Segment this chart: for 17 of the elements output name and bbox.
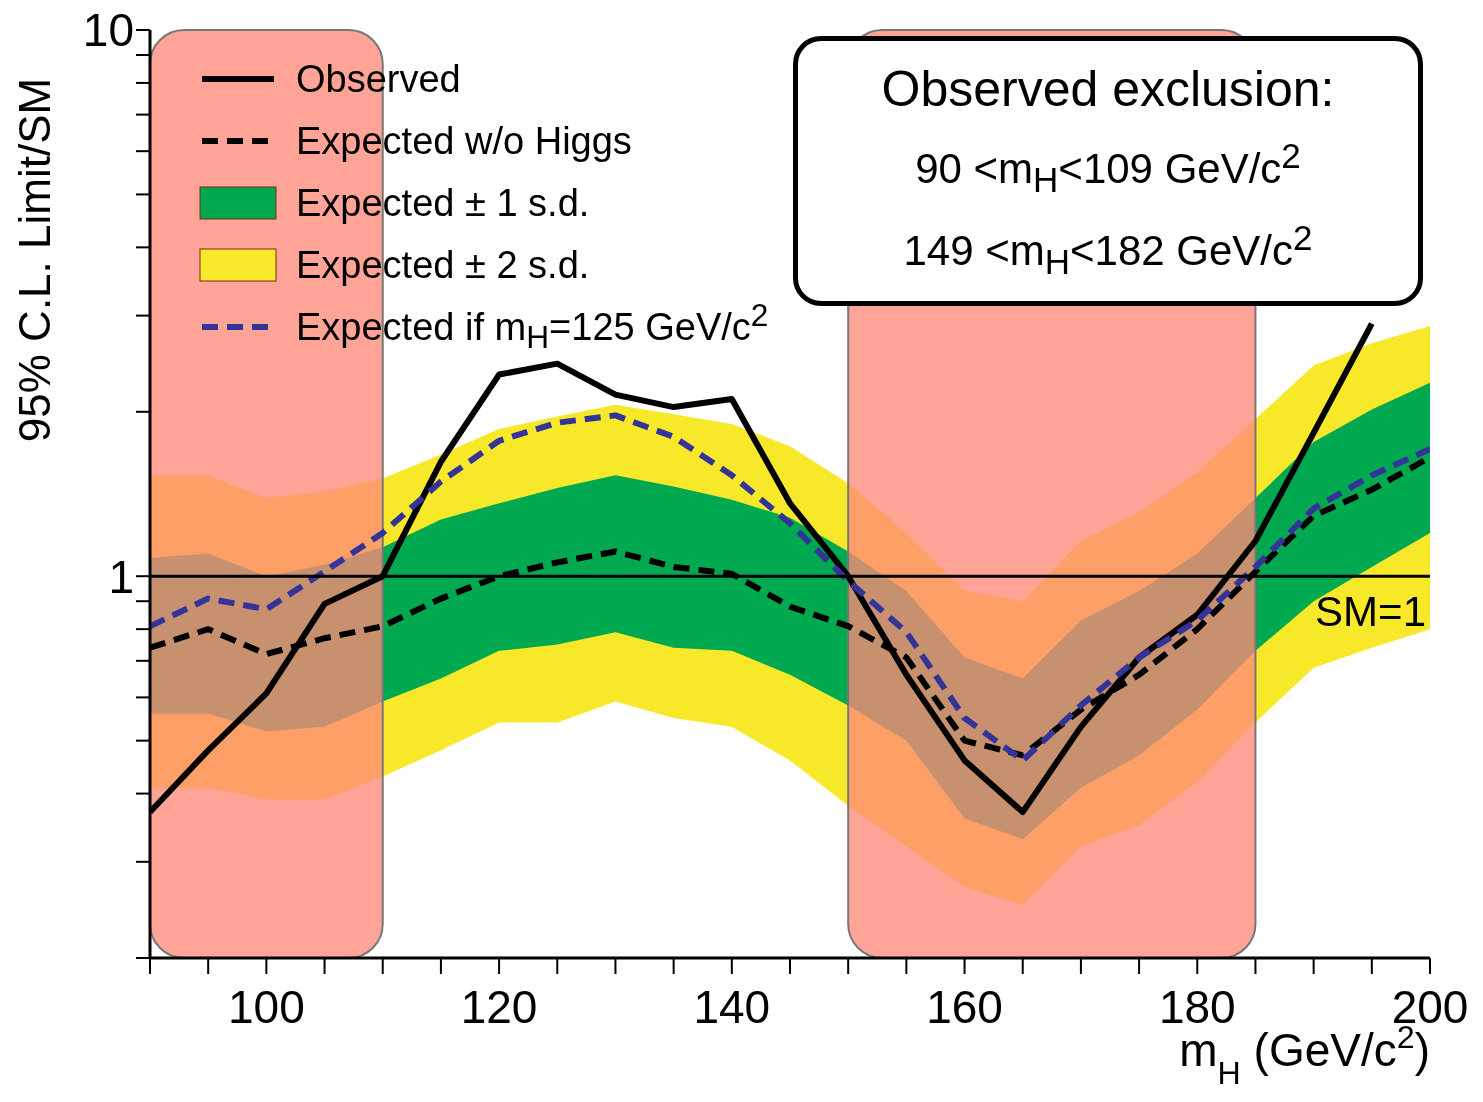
x-tick-label: 140: [693, 980, 771, 1033]
annotation: 149 <m$_{H}$<182 GeV/c$^{2}$: [903, 217, 1313, 283]
x-tick-label: 100: [227, 980, 305, 1033]
x-tick-label: 120: [460, 980, 538, 1033]
legend-label: Expected ± 2 s.d.: [296, 243, 590, 287]
legend-label: Expected ± 1 s.d.: [296, 181, 590, 225]
y-tick-label: 10: [82, 4, 134, 57]
y-tick-label: 1: [108, 550, 134, 603]
legend-label: Expected w/o Higgs: [296, 119, 632, 163]
x-tick-label: 160: [926, 980, 1003, 1033]
annotation: 90 <m$_{H}$<109 GeV/c$^{2}$: [915, 135, 1301, 200]
legend-label: Observed: [296, 57, 461, 101]
y-axis-title: 95% C.L. Limit/SM: [10, 77, 59, 443]
annotation-box: Observed exclusion: 90 <m$_{H}$<109 GeV/c$^{2}$ 149 <m$_{H}$<182 GeV/c$^{2}$: [793, 36, 1423, 306]
legend-label: Expected if m$_{H}$=125 GeV/c$^{2}$: [296, 297, 769, 357]
annotation: Observed exclusion:: [881, 59, 1335, 118]
ref-line-label: SM=1: [1315, 588, 1426, 636]
